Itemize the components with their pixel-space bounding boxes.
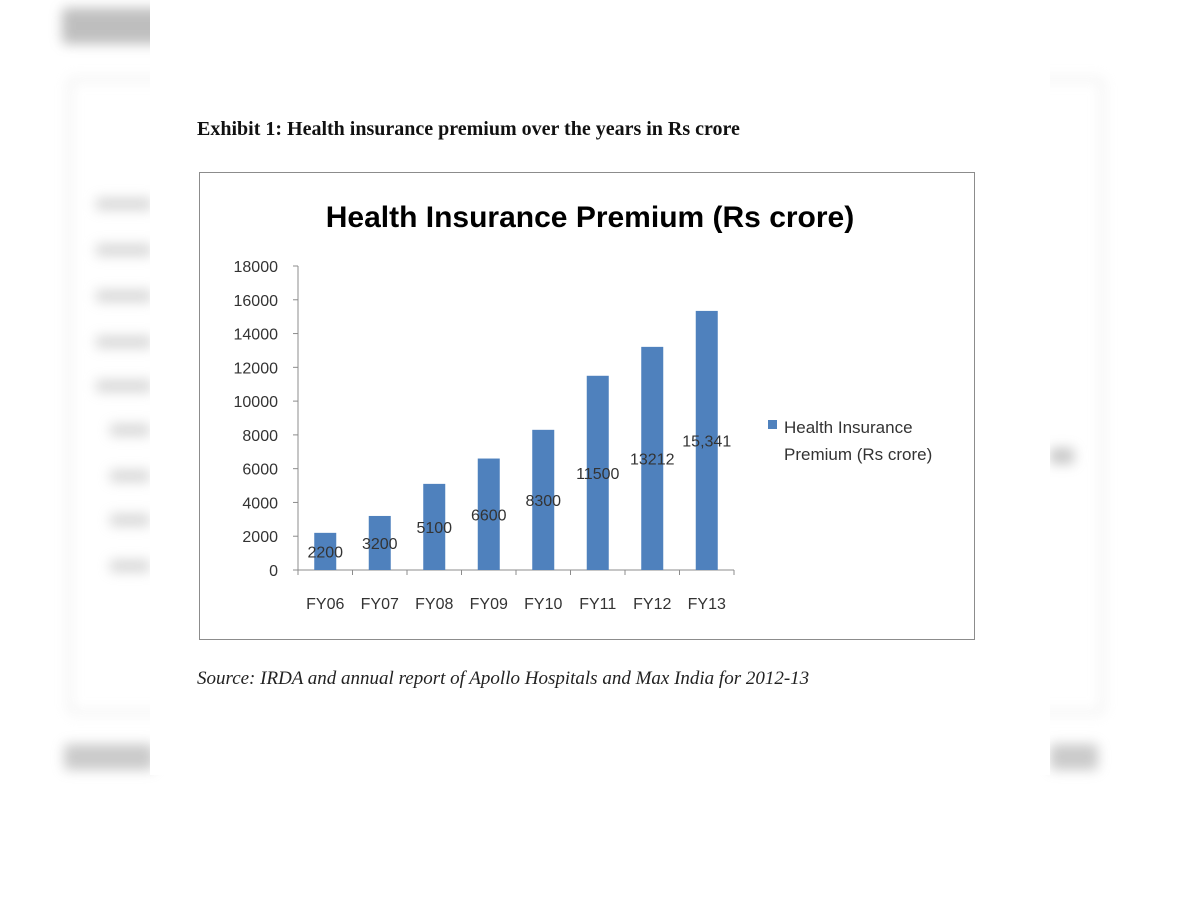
data-label: 6600 <box>471 507 507 524</box>
data-label: 3200 <box>362 536 398 553</box>
data-label: 11500 <box>576 466 619 483</box>
data-label: 13212 <box>630 451 675 468</box>
x-tick-label: FY12 <box>633 596 671 613</box>
blurred-tick <box>110 514 150 526</box>
blurred-tick <box>96 290 152 302</box>
x-tick-label: FY09 <box>470 596 508 613</box>
y-tick-label: 18000 <box>234 259 279 276</box>
bar-chart: Health Insurance Premium (Rs crore) 0 200… <box>234 201 933 613</box>
x-tick-label: FY08 <box>415 596 453 613</box>
x-tick-label: FY13 <box>688 596 726 613</box>
data-label: 5100 <box>416 520 452 537</box>
x-tick-label: FY07 <box>361 596 399 613</box>
blurred-footer-left <box>64 744 154 770</box>
chart-title: Health Insurance Premium (Rs crore) <box>326 201 855 234</box>
x-tick-label: FY06 <box>306 596 344 613</box>
y-tick-label: 0 <box>269 563 278 580</box>
x-tick-label: FY10 <box>524 596 562 613</box>
y-tick-label: 4000 <box>242 495 278 512</box>
bars <box>314 310 718 570</box>
blurred-tick <box>96 198 152 210</box>
blurred-tick <box>110 470 150 482</box>
bar <box>586 375 609 570</box>
blurred-legend <box>1050 448 1074 464</box>
y-tick-label: 14000 <box>234 327 279 344</box>
legend: Health Insurance Premium (Rs crore) <box>768 418 932 464</box>
blurred-footer-right <box>1050 744 1098 770</box>
bar <box>314 532 337 570</box>
blurred-tick <box>110 424 150 436</box>
bar <box>641 346 664 570</box>
y-tick-label: 6000 <box>242 462 278 479</box>
blurred-tick <box>96 244 152 256</box>
bar <box>477 458 500 570</box>
chart-frame: Health Insurance Premium (Rs crore) 0 200… <box>199 172 975 640</box>
y-axis: 0 2000 4000 6000 8000 10000 12000 14000 16000 180… <box>234 259 299 580</box>
blurred-tick <box>96 336 152 348</box>
bar <box>423 483 446 570</box>
data-labels: 2200 3200 5100 6600 8300 11500 13212 15,341 <box>307 433 731 561</box>
y-tick-label: 8000 <box>242 428 278 445</box>
y-tick-label: 2000 <box>242 529 278 546</box>
blurred-tick <box>110 560 150 572</box>
data-label: 15,341 <box>682 433 731 450</box>
bar <box>368 515 391 570</box>
y-tick-label: 12000 <box>234 360 279 377</box>
x-tick-label: FY11 <box>579 596 616 613</box>
legend-label: Health Insurance <box>784 418 913 437</box>
data-label: 8300 <box>525 493 561 510</box>
x-axis: FY06 FY07 FY08 FY09 FY10 FY11 FY12 FY13 <box>297 569 735 613</box>
legend-label: Premium (Rs crore) <box>784 445 932 464</box>
exhibit-card: Exhibit 1: Health insurance premium over… <box>150 0 1050 775</box>
blurred-tick <box>96 380 152 392</box>
data-label: 2200 <box>307 544 343 561</box>
exhibit-title: Exhibit 1: Health insurance premium over… <box>197 118 740 140</box>
y-tick-label: 10000 <box>234 394 279 411</box>
legend-swatch <box>768 420 777 429</box>
source-note: Source: IRDA and annual report of Apollo… <box>197 668 810 689</box>
bar <box>532 429 555 570</box>
y-tick-label: 16000 <box>234 293 279 310</box>
bar <box>695 310 718 570</box>
